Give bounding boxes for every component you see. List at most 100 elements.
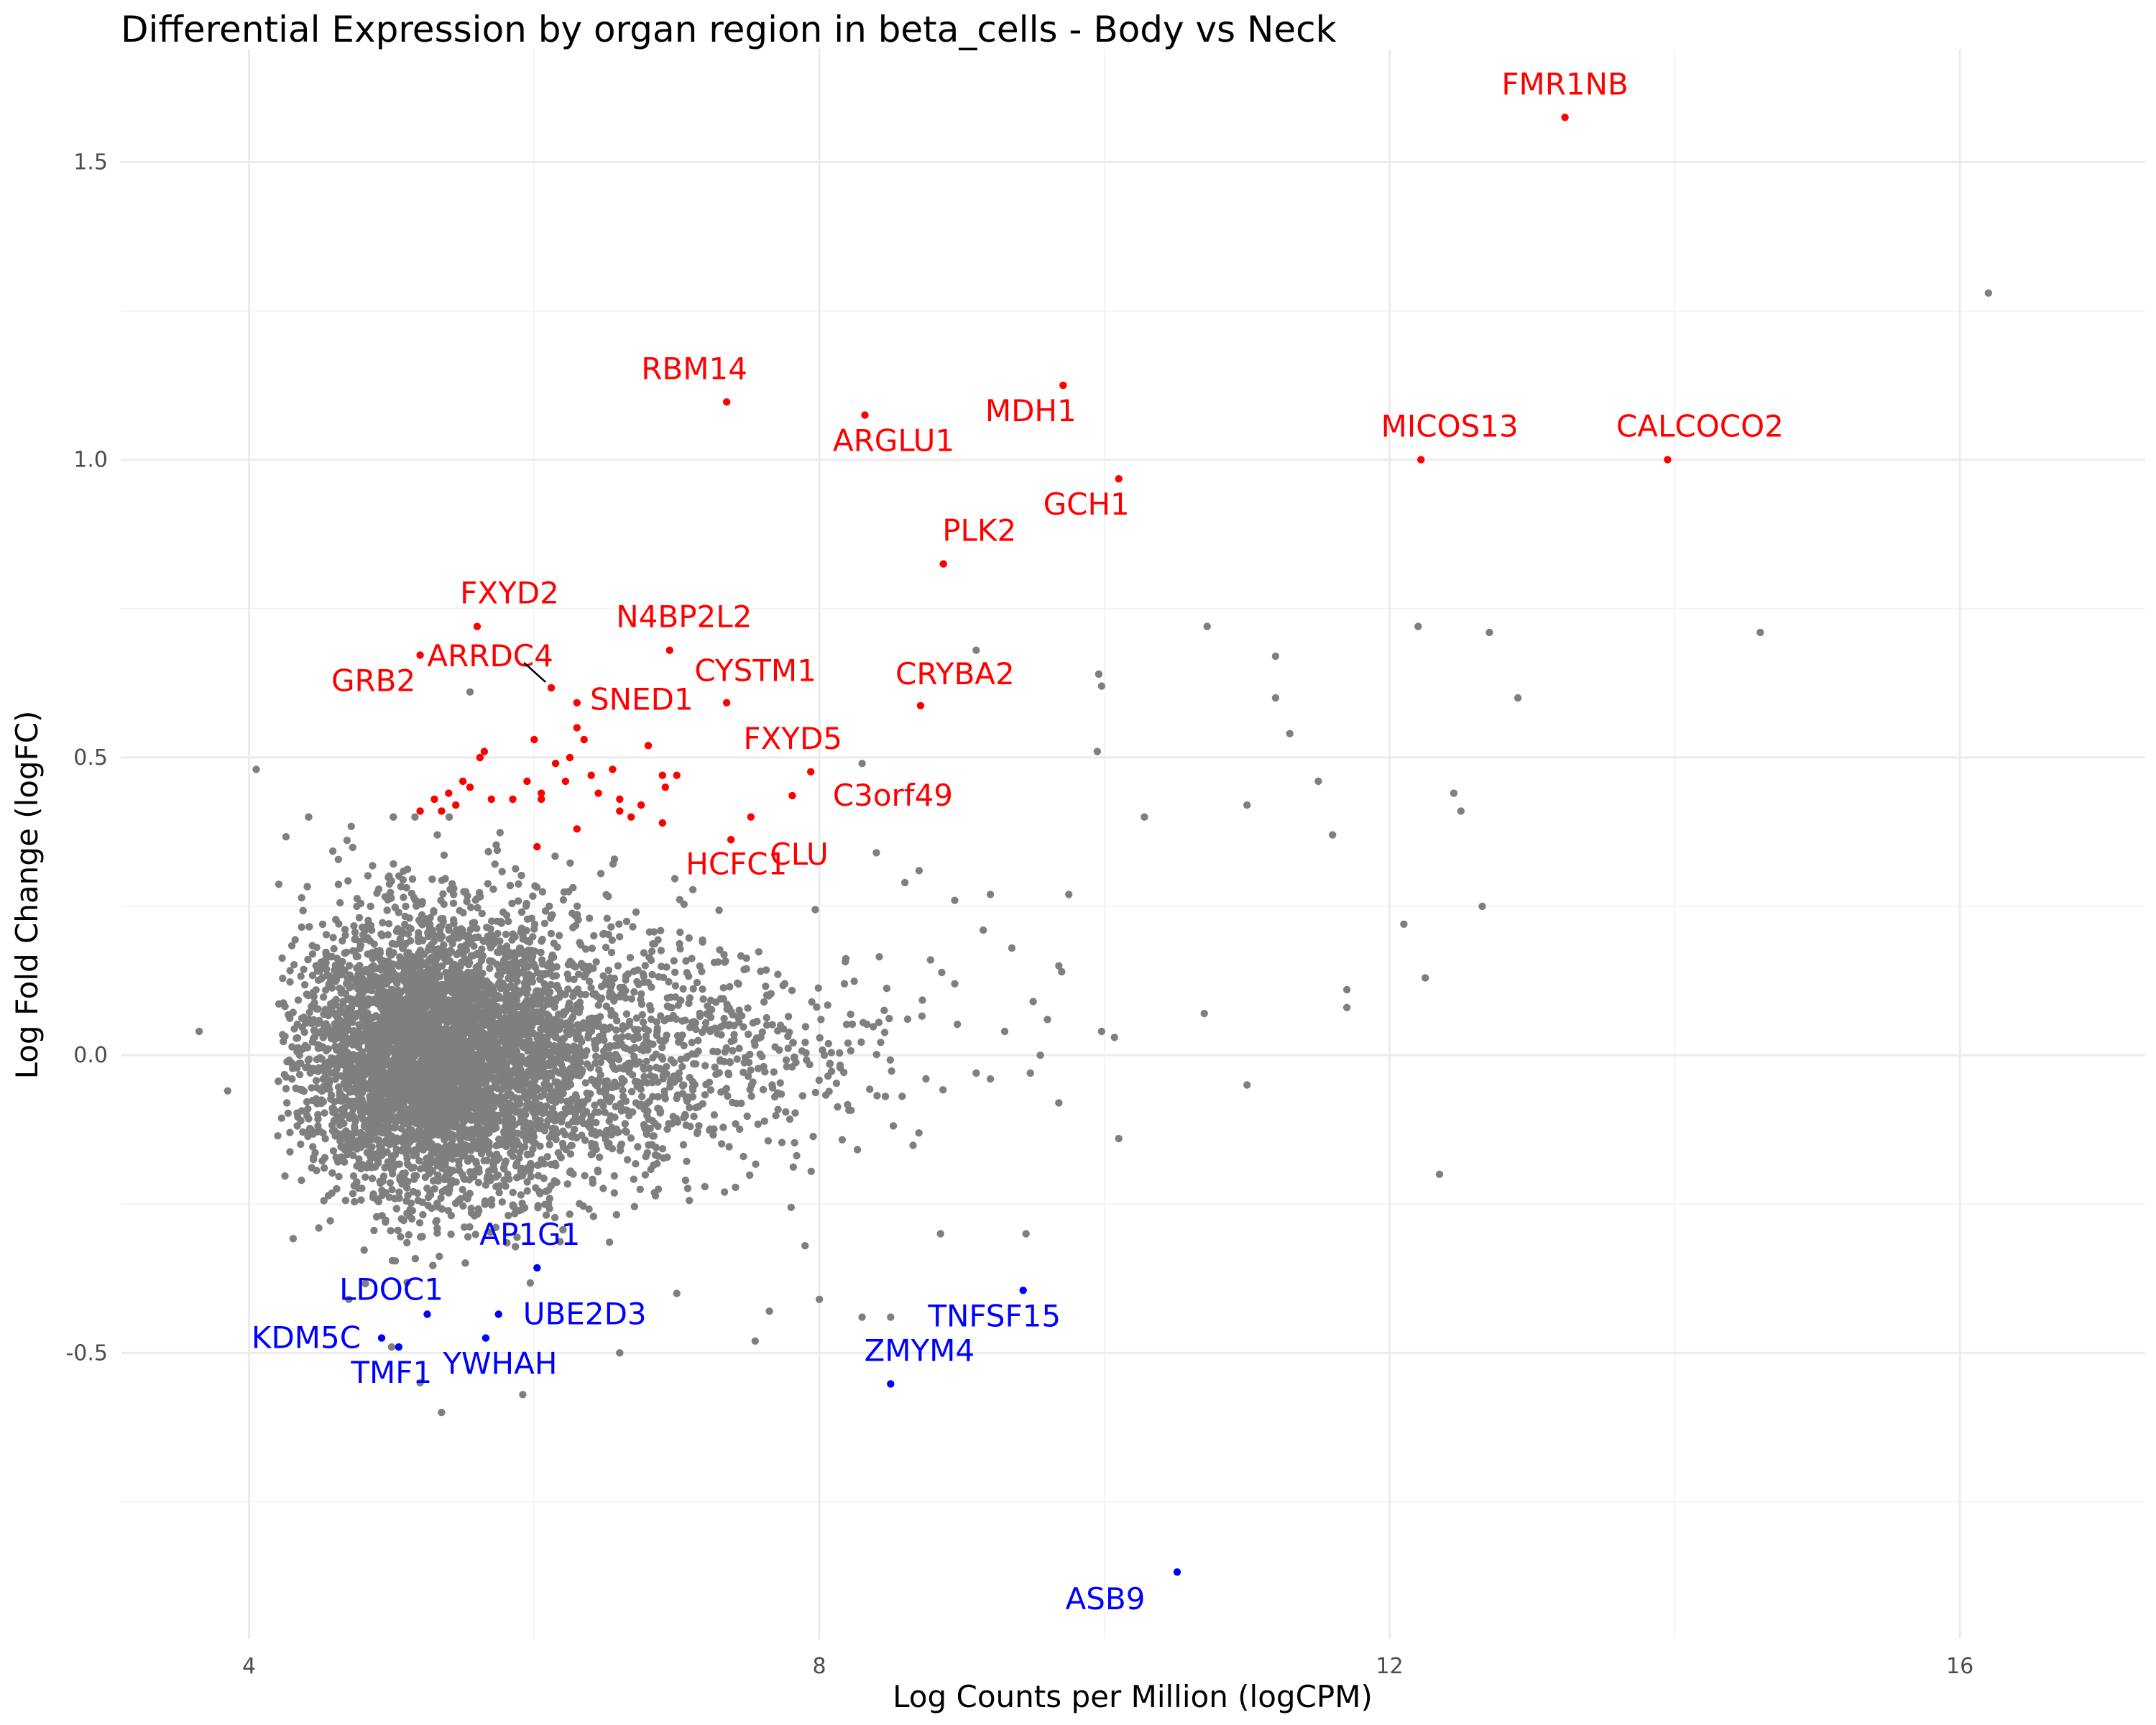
gray-point <box>494 971 502 980</box>
gray-point <box>411 985 419 993</box>
gray-point <box>297 972 305 980</box>
gray-point <box>291 936 299 944</box>
gray-point <box>354 1043 363 1051</box>
gray-point <box>494 1171 502 1179</box>
gray-point <box>309 1130 317 1138</box>
gray-point <box>377 930 385 938</box>
gray-point <box>512 1243 520 1251</box>
gray-point <box>500 967 508 975</box>
gray-point <box>428 1034 436 1042</box>
gray-point <box>333 954 341 962</box>
gray-point <box>283 1099 291 1107</box>
gray-point <box>446 1061 453 1069</box>
gray-point <box>517 871 525 880</box>
gray-point <box>345 995 353 1003</box>
gray-point <box>433 1224 441 1233</box>
gray-point <box>349 1190 357 1197</box>
gray-point <box>335 1172 343 1181</box>
gray-point <box>465 959 474 967</box>
gray-point <box>381 893 390 901</box>
gray-point <box>384 920 393 928</box>
gray-point <box>286 967 294 975</box>
gray-point <box>457 930 466 938</box>
gray-point <box>373 889 381 897</box>
gray-point <box>274 1132 282 1140</box>
gray-point <box>369 862 377 870</box>
gray-point <box>445 1189 453 1197</box>
gray-point <box>379 1073 387 1082</box>
gray-point <box>397 1215 405 1223</box>
gray-point <box>494 929 502 938</box>
gray-point <box>495 1189 503 1197</box>
gray-point <box>434 1171 442 1179</box>
gray-point <box>432 1218 440 1226</box>
gray-point <box>411 813 419 821</box>
gray-point <box>308 1084 315 1092</box>
gray-point <box>286 1128 294 1136</box>
gray-point <box>330 1126 338 1134</box>
gray-point <box>484 847 492 856</box>
gray-point <box>346 1114 354 1122</box>
gray-point <box>415 1219 424 1227</box>
gray-point <box>363 1001 372 1009</box>
gray-point <box>433 1149 441 1157</box>
gray-point <box>474 1179 482 1187</box>
gray-point <box>297 1117 305 1125</box>
gray-point <box>395 1188 403 1196</box>
gray-point <box>471 988 479 996</box>
gray-point <box>392 978 400 986</box>
gray-point <box>390 1123 397 1131</box>
gray-point <box>502 930 510 939</box>
grid <box>121 49 2145 1639</box>
gray-point <box>362 1133 370 1141</box>
gray-point <box>384 957 392 965</box>
gray-point <box>452 970 460 978</box>
gray-point <box>459 1202 467 1210</box>
gray-point <box>329 1147 338 1155</box>
gray-point <box>388 1186 396 1194</box>
gray-point <box>298 1107 306 1115</box>
gray-point <box>325 1058 333 1066</box>
gray-point <box>470 1212 479 1220</box>
gray-point <box>418 1198 426 1206</box>
gray-point <box>303 1098 311 1106</box>
gray-point <box>459 1171 466 1179</box>
gray-point <box>361 1173 369 1182</box>
gray-point <box>289 1235 298 1243</box>
gray-point <box>456 906 464 915</box>
gray-point <box>336 898 344 907</box>
gray-point <box>392 1161 400 1169</box>
gray-point <box>415 932 423 940</box>
gray-point <box>487 1196 496 1204</box>
gray-point <box>338 1008 347 1016</box>
gray-point <box>470 942 478 950</box>
gray-point <box>421 1173 429 1182</box>
gray-point <box>403 1210 411 1218</box>
gray-point <box>413 1009 421 1018</box>
gray-point <box>494 1044 502 1052</box>
gray-point <box>295 1070 304 1079</box>
gray-point <box>496 1182 504 1190</box>
gray-point <box>473 924 481 933</box>
gray-point <box>404 1016 412 1025</box>
gray-point <box>341 932 349 939</box>
gray-point <box>494 1117 502 1126</box>
gray-point <box>433 1062 442 1070</box>
gray-point <box>327 1069 336 1077</box>
gray-point <box>498 1198 506 1206</box>
gray-point <box>405 1138 414 1146</box>
gray-point <box>334 855 342 864</box>
gray-point <box>485 980 493 988</box>
gray-point <box>484 1146 492 1154</box>
gray-point <box>295 1051 303 1059</box>
gray-point <box>474 903 482 912</box>
gray-point <box>419 1032 427 1041</box>
gray-point <box>299 1128 307 1136</box>
gray-point <box>483 1137 491 1146</box>
gray-point <box>399 876 407 884</box>
gray-point <box>415 1141 423 1149</box>
gray-point <box>397 1233 405 1241</box>
gray-point <box>372 1091 381 1099</box>
gray-point <box>488 917 496 925</box>
gray-point <box>356 962 364 970</box>
